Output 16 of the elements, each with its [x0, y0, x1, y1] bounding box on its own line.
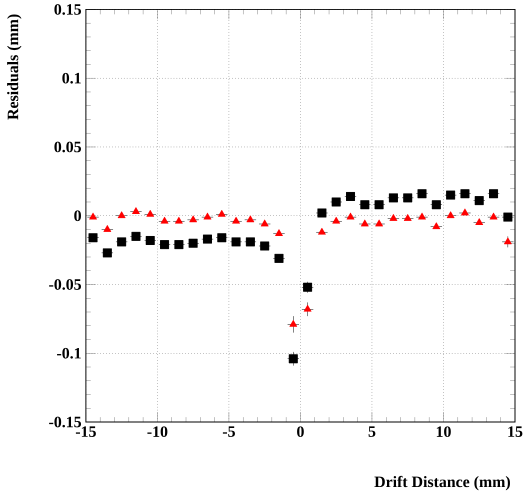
- y-tick-label: -0.1: [57, 348, 81, 358]
- y-tick-label: 0.1: [62, 72, 81, 84]
- y-tick-label: 0.05: [54, 141, 81, 152]
- x-tick-label: -15: [76, 426, 96, 437]
- y-tick-label: 0.15: [54, 4, 81, 15]
- y-tick-label: -0.15: [49, 416, 81, 428]
- x-axis-title: Drift Distance (mm): [374, 476, 510, 490]
- x-tick-label: 5: [368, 426, 376, 437]
- x-tick-label: 15: [508, 426, 522, 437]
- x-tick-label: 0: [297, 426, 304, 437]
- y-tick-label: 0: [74, 210, 81, 221]
- x-tick-label: 10: [436, 426, 451, 437]
- x-tick-label: -5: [222, 426, 235, 437]
- y-tick-label: -0.05: [49, 278, 81, 290]
- x-tick-label: -10: [147, 426, 168, 437]
- y-axis-title: Residuals (mm): [7, 14, 22, 120]
